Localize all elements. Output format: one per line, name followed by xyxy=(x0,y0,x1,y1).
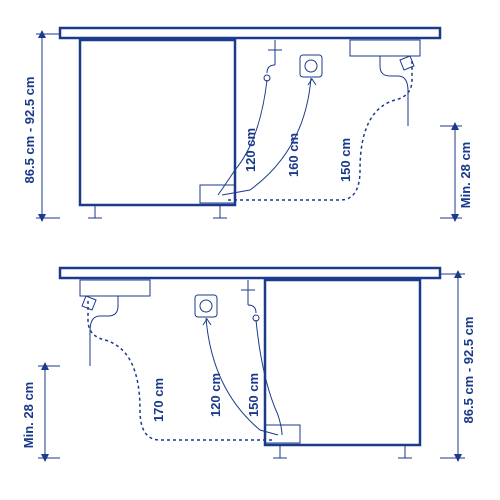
bottom-height-label: 86.5 cm - 92.5 cm xyxy=(461,317,476,424)
bottom-diagram: 86.5 cm - 92.5 cm Min. 28 cm 170 cm 120 … xyxy=(21,268,476,458)
bottom-power-label: 120 cm xyxy=(208,373,223,417)
bottom-inlet-label: 150 cm xyxy=(246,373,261,417)
top-power-label: 160 cm xyxy=(286,133,301,177)
top-height-label: 86.5 cm - 92.5 cm xyxy=(22,77,37,184)
top-min-label: Min. 28 cm xyxy=(458,142,473,208)
top-inlet-label: 120 cm xyxy=(243,128,258,172)
top-diagram: 86.5 cm - 92.5 cm Min. 28 cm 120 cm 160 … xyxy=(22,28,473,218)
installation-diagram: 86.5 cm - 92.5 cm Min. 28 cm 120 cm 160 … xyxy=(0,0,500,500)
bottom-drain-label: 170 cm xyxy=(151,378,166,422)
bottom-min-label: Min. 28 cm xyxy=(21,382,36,448)
top-drain-label: 150 cm xyxy=(338,138,353,182)
